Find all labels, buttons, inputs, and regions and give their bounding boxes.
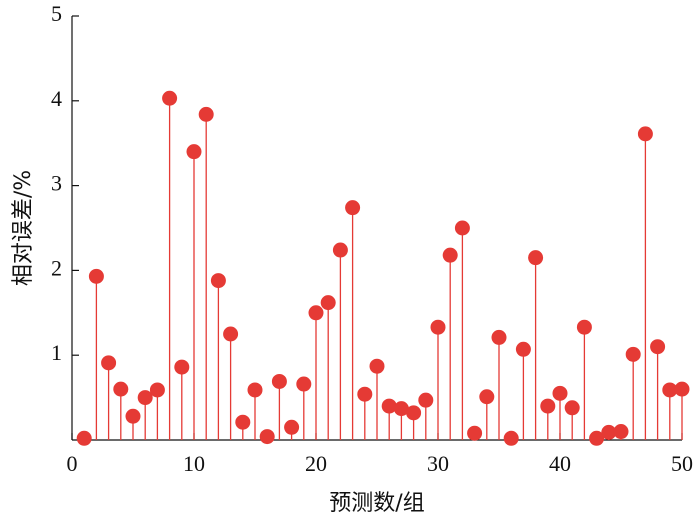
marker <box>625 346 641 362</box>
marker <box>369 358 385 374</box>
marker <box>101 355 117 371</box>
marker <box>479 389 495 405</box>
marker <box>125 408 141 424</box>
marker <box>467 425 483 441</box>
x-tick-label: 10 <box>183 451 205 476</box>
marker <box>662 382 678 398</box>
marker <box>650 339 666 355</box>
marker <box>552 385 568 401</box>
marker <box>381 398 397 414</box>
x-tick-label: 30 <box>427 451 449 476</box>
marker <box>271 373 287 389</box>
marker <box>308 305 324 321</box>
marker <box>418 392 434 408</box>
marker <box>528 250 544 266</box>
y-tick-label: 4 <box>51 86 62 111</box>
x-tick-label: 40 <box>549 451 571 476</box>
marker <box>345 200 361 216</box>
marker <box>210 273 226 289</box>
marker <box>637 126 653 142</box>
marker <box>235 414 251 430</box>
marker <box>601 424 617 440</box>
marker <box>296 376 312 392</box>
marker <box>113 381 129 397</box>
x-tick-label: 20 <box>305 451 327 476</box>
y-tick-label: 2 <box>51 255 62 280</box>
marker <box>442 247 458 263</box>
marker <box>406 405 422 421</box>
marker <box>576 319 592 335</box>
marker <box>332 242 348 258</box>
y-tick-label: 1 <box>51 340 62 365</box>
marker <box>284 419 300 435</box>
marker <box>259 429 275 445</box>
marker <box>491 329 507 345</box>
marker <box>454 220 470 236</box>
y-tick-label: 3 <box>51 171 62 196</box>
marker <box>320 295 336 311</box>
marker <box>198 106 214 122</box>
marker <box>186 144 202 160</box>
x-tick-label: 0 <box>67 451 78 476</box>
marker <box>393 401 409 417</box>
marker <box>174 359 190 375</box>
marker <box>430 319 446 335</box>
marker <box>357 386 373 402</box>
marker <box>137 390 153 406</box>
marker <box>503 430 519 446</box>
marker <box>564 400 580 416</box>
marker <box>76 430 92 446</box>
marker <box>247 382 263 398</box>
marker <box>162 90 178 106</box>
marker <box>589 430 605 446</box>
marker <box>223 326 239 342</box>
x-tick-label: 50 <box>671 451 693 476</box>
marker <box>515 341 531 357</box>
x-axis-title: 预测数/组 <box>329 491 424 516</box>
marker <box>613 424 629 440</box>
marker <box>540 398 556 414</box>
y-tick-label: 5 <box>51 1 62 26</box>
marker <box>149 382 165 398</box>
y-axis-title: 相对误差/% <box>11 170 36 286</box>
marker <box>674 381 690 397</box>
marker <box>88 268 104 284</box>
